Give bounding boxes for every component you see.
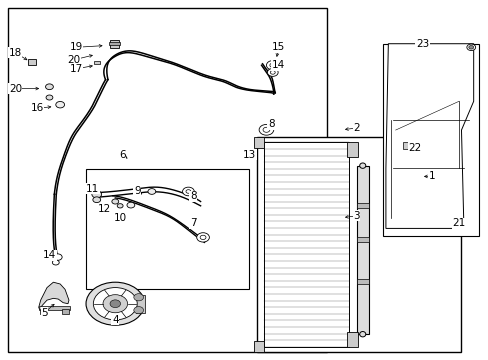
Text: 21: 21 <box>451 218 465 228</box>
Circle shape <box>259 125 273 135</box>
Ellipse shape <box>359 163 365 168</box>
Text: 16: 16 <box>31 103 44 113</box>
Text: 20: 20 <box>67 55 80 65</box>
Circle shape <box>110 300 121 307</box>
Circle shape <box>56 102 64 108</box>
Circle shape <box>466 44 475 50</box>
Text: 3: 3 <box>353 211 359 221</box>
Bar <box>356 166 368 334</box>
Text: 6: 6 <box>119 150 125 160</box>
Circle shape <box>52 260 59 265</box>
Circle shape <box>200 235 205 239</box>
Circle shape <box>93 197 101 203</box>
Circle shape <box>103 295 127 313</box>
Text: 8: 8 <box>267 120 274 129</box>
Bar <box>109 42 120 45</box>
Bar <box>40 309 47 314</box>
Bar <box>402 142 408 149</box>
Bar <box>27 59 36 65</box>
Bar <box>254 137 264 148</box>
Circle shape <box>134 294 143 301</box>
Bar <box>356 237 368 242</box>
Bar <box>61 309 69 314</box>
Circle shape <box>112 199 119 204</box>
Circle shape <box>468 45 473 49</box>
Circle shape <box>46 95 53 100</box>
Bar <box>256 137 461 352</box>
Bar <box>356 279 368 284</box>
Polygon shape <box>39 282 69 310</box>
Circle shape <box>185 190 190 193</box>
Text: 20: 20 <box>9 84 22 94</box>
Bar <box>346 142 357 157</box>
Circle shape <box>92 191 102 198</box>
Bar <box>254 341 264 352</box>
Circle shape <box>45 84 53 90</box>
Circle shape <box>266 60 279 70</box>
Text: 9: 9 <box>134 186 140 196</box>
Text: 14: 14 <box>43 250 56 260</box>
Text: 23: 23 <box>415 39 428 49</box>
Text: 8: 8 <box>190 191 196 201</box>
Bar <box>383 44 478 235</box>
Circle shape <box>182 187 194 196</box>
Bar <box>110 40 119 48</box>
Text: 5: 5 <box>41 308 48 318</box>
Text: 4: 4 <box>112 315 119 325</box>
Circle shape <box>53 254 62 260</box>
Bar <box>136 295 144 313</box>
Text: 22: 22 <box>407 143 421 153</box>
Text: 7: 7 <box>190 218 196 228</box>
Circle shape <box>269 63 275 67</box>
Circle shape <box>196 233 209 242</box>
Text: 2: 2 <box>353 123 359 133</box>
Bar <box>94 60 100 64</box>
Circle shape <box>263 127 269 132</box>
Circle shape <box>127 202 135 208</box>
Text: 15: 15 <box>271 42 285 52</box>
Bar <box>86 169 249 289</box>
Text: 10: 10 <box>113 213 126 222</box>
Bar <box>8 8 327 352</box>
Circle shape <box>86 282 144 325</box>
Text: 13: 13 <box>242 150 256 160</box>
Circle shape <box>93 288 137 320</box>
Bar <box>39 306 70 310</box>
Polygon shape <box>385 44 473 228</box>
Bar <box>356 203 368 208</box>
Text: 11: 11 <box>85 184 99 194</box>
Circle shape <box>270 71 275 74</box>
Text: 1: 1 <box>428 171 435 181</box>
Text: 14: 14 <box>271 60 285 70</box>
Text: 12: 12 <box>97 204 110 214</box>
Circle shape <box>117 204 123 208</box>
Text: 19: 19 <box>69 42 83 52</box>
Circle shape <box>134 307 143 314</box>
Ellipse shape <box>359 332 365 337</box>
Circle shape <box>267 68 278 76</box>
Bar <box>346 332 357 347</box>
Text: 17: 17 <box>69 64 83 74</box>
Circle shape <box>148 189 156 194</box>
Text: 18: 18 <box>9 48 22 58</box>
